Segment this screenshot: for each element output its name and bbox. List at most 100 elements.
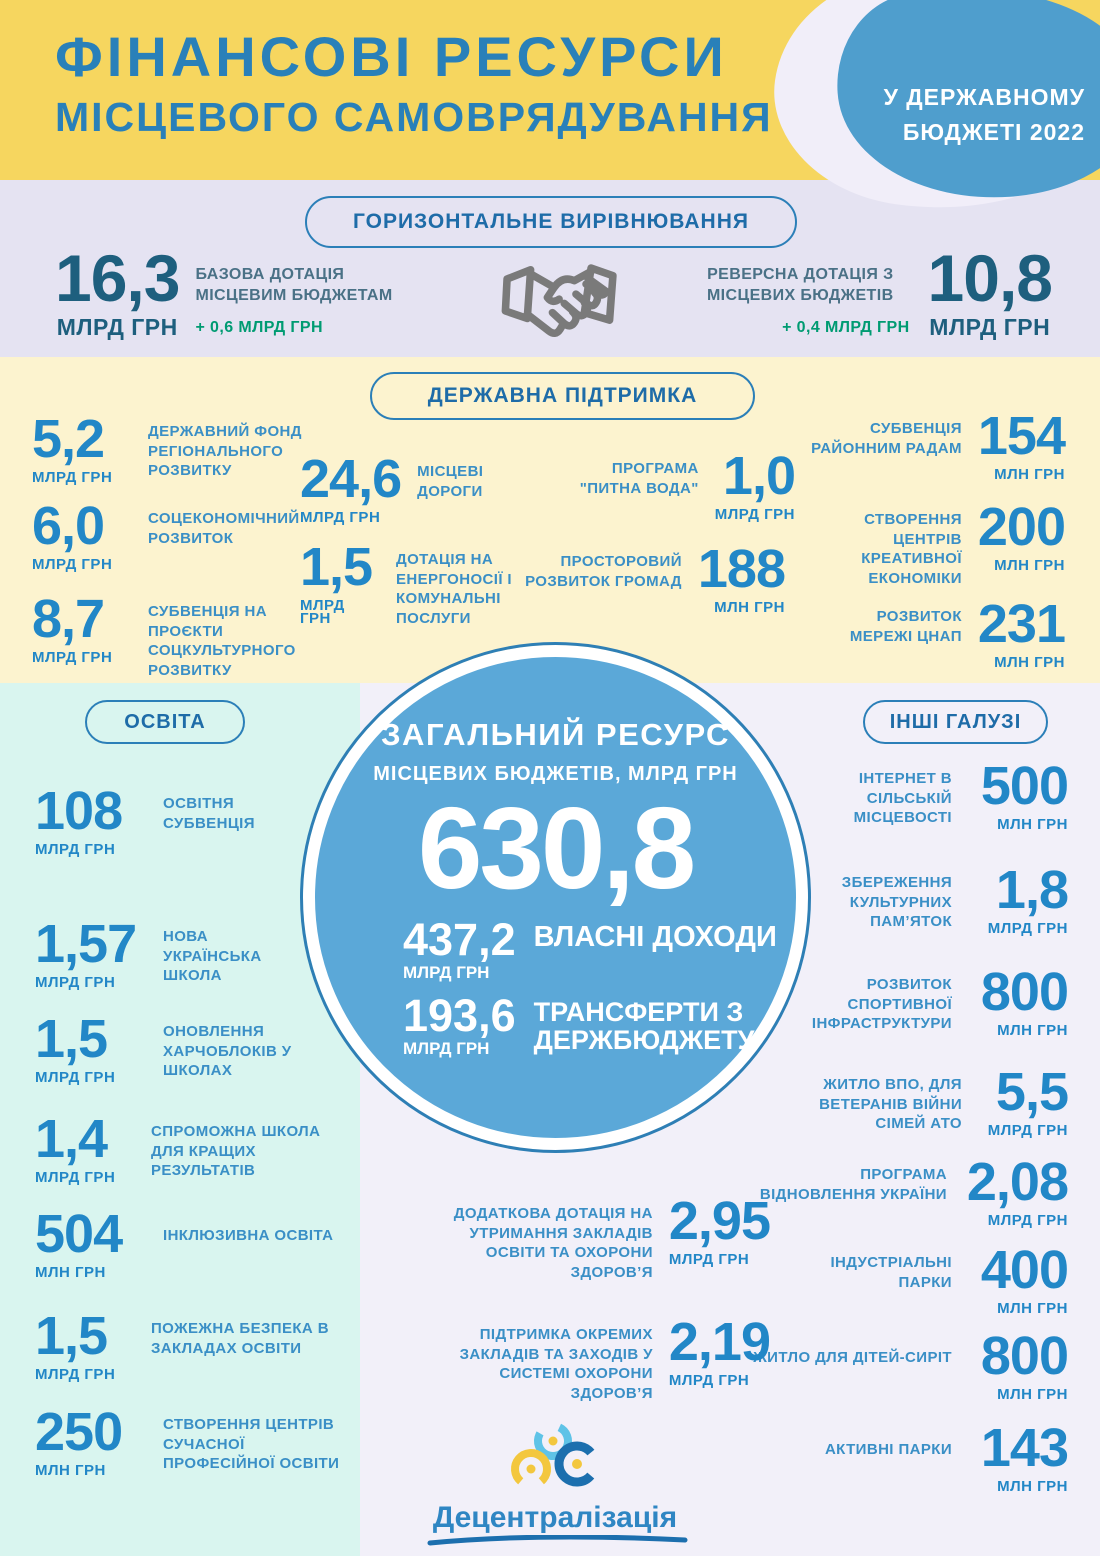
stat-value: 1,8 [995,860,1069,920]
base-grant-number: 16,3 МЛРД ГРН [55,245,180,340]
stat-unit: МЛРД ГРН [987,1121,1068,1139]
middle-stat-additional-grant: ДОДАТКОВА ДОТАЦІЯ НА УТРИМАННЯ ЗАКЛАДІВ … [390,1194,771,1282]
stat-unit: МЛН ГРН [714,598,785,616]
part-label: ТРАНСФЕРТИ З ДЕРЖБЮДЖЕТУ [533,997,755,1056]
header-band: ФІНАНСОВІ РЕСУРСИ МІСЦЕВОГО САМОВРЯДУВАН… [0,0,1100,233]
other-section-title: ІНШІ ГАЛУЗІ [863,700,1048,744]
part-value: 193,6 [403,990,516,1042]
stat-label: АКТИВНІ ПАРКИ [824,1441,952,1458]
stat-label: ЖИТЛО ДЛЯ ДІТЕЙ-СИРІТ [753,1349,952,1366]
base-grant-unit: МЛРД ГРН [56,313,178,340]
other-stat-orphans-housing: ЖИТЛО ДЛЯ ДІТЕЙ-СИРІТ 800 МЛН ГРН [738,1326,1069,1403]
stat-unit: МЛРД ГРН [35,973,116,991]
stat-label: НОВА УКРАЇНСЬКА ШКОЛА [163,928,262,984]
stat-unit: МЛН ГРН [994,465,1065,483]
stat-value: 108 [35,781,123,841]
year-badge-line2: БЮДЖЕТІ 2022 [902,118,1085,145]
support-section-title: ДЕРЖАВНА ПІДТРИМКА [370,372,755,420]
stat-unit: МЛН ГРН [997,815,1068,833]
stat-label: ЗБЕРЕЖЕННЯ КУЛЬТУРНИХ ПАМ’ЯТОК [841,874,952,930]
base-grant-delta: + 0,6 МЛРД ГРН [195,318,323,336]
education-section-title: ОСВІТА [85,700,245,744]
stat-unit: МЛН ГРН [997,1477,1068,1495]
stat-value: 1,57 [35,914,137,974]
support-stat-regional-fund: 5,2 МЛРД ГРН ДЕРЖАВНИЙ ФОНД РЕГІОНАЛЬНОГО… [32,409,323,486]
stat-label: СПРОМОЖНА ШКОЛА ДЛЯ КРАЩИХ РЕЗУЛЬТАТІВ [151,1123,321,1179]
decentralization-logo-icon [405,1420,705,1501]
education-stat-vocational: 250 МЛН ГРН СТВОРЕННЯ ЦЕНТРІВ СУЧАСНОЇ ПР… [35,1405,353,1479]
reverse-grant-label: РЕВЕРСНА ДОТАЦІЯ З МІСЦЕВИХ БЮДЖЕТІВ [706,266,894,304]
stat-unit: МЛРД ГРН [668,1371,750,1389]
education-stat-fire-safety: 1,5 МЛРД ГРН ПОЖЕЖНА БЕЗПЕКА В ЗАКЛАДАХ О… [35,1309,331,1381]
stat-value: 6,0 [32,496,105,556]
circle-subtitle: МІСЦЕВИХ БЮДЖЕТІВ, МЛРД ГРН [373,763,738,785]
base-grant-stat: 16,3 МЛРД ГРН БАЗОВА ДОТАЦІЯ МІСЦЕВИМ БЮ… [55,245,395,340]
education-stat-nus: 1,57 МЛРД ГРН НОВА УКРАЇНСЬКА ШКОЛА [35,914,283,991]
stat-unit: МЛРД ГРН [714,505,795,523]
stat-value: 5,2 [32,409,105,469]
stat-label: МІСЦЕВІ ДОРОГИ [417,463,484,500]
other-stat-active-parks: АКТИВНІ ПАРКИ 143 МЛН ГРН [748,1418,1069,1495]
stat-unit: МЛРД ГРН [32,555,113,573]
support-stat-socioeconomic: 6,0 МЛРД ГРН СОЦЕКОНОМІЧНИЙ РОЗВИТОК [32,496,333,573]
other-stat-housing-veterans: ЖИТЛО ВПО, ДЛЯ ВЕТЕРАНІВ ВІЙНИ СІМЕЙ АТО… [748,1065,1069,1139]
transfers-part: 193,6 МЛРД ГРН ТРАНСФЕРТИ З ДЕРЖБЮДЖЕТУ [403,990,796,1056]
middle-stat-health-support: ПІДТРИМКА ОКРЕМИХ ЗАКЛАДІВ ТА ЗАХОДІВ У … [390,1312,771,1403]
reverse-grant-delta: + 0,4 МЛРД ГРН [782,318,910,336]
support-stat-water: ПРОГРАМА "ПИТНА ВОДА" 1,0 МЛРД ГРН [575,446,796,523]
stat-unit: МЛРД ГРН [300,508,381,526]
page-title-line1: ФІНАНСОВІ РЕСУРСИ [55,25,728,88]
stat-value: 2,19 [668,1312,771,1372]
stat-unit: МЛРД ГРН [300,596,345,628]
logo-text: Децентралізація [432,1501,678,1534]
handshake-icon [497,252,623,348]
other-stat-sport: РОЗВИТОК СПОРТИВНОЇ ІНФРАСТРУКТУРИ 800 МЛ… [748,965,1069,1037]
stat-unit: МЛН ГРН [35,1461,106,1479]
stat-label: ДОДАТКОВА ДОТАЦІЯ НА УТРИМАННЯ ЗАКЛАДІВ … [453,1205,653,1281]
stat-value: 800 [980,1326,1069,1386]
stat-unit: МЛРД ГРН [35,1168,116,1186]
education-stat-inclusive: 504 МЛН ГРН ІНКЛЮЗИВНА ОСВІТА [35,1204,343,1281]
support-stat-sociocultural: 8,7 МЛРД ГРН СУБВЕНЦІЯ НА ПРОЄКТИ СОЦКУЛЬ… [32,592,318,680]
support-stat-cnap: РОЗВИТОК МЕРЕЖІ ЦНАП 231 МЛН ГРН [775,597,1066,669]
stat-label: ПРОСТОРОВИЙ РОЗВИТОК ГРОМАД [525,553,682,590]
stat-value: 500 [980,756,1069,816]
stat-label: ІНКЛЮЗИВНА ОСВІТА [163,1227,334,1244]
stat-unit: МЛРД ГРН [668,1250,750,1268]
logo-swoosh-underline [405,1534,705,1554]
stat-unit: МЛРД ГРН [32,468,113,486]
stat-label: ПРОГРАМА "ПИТНА ВОДА" [579,460,699,497]
circle-total-value: 630,8 [417,783,696,913]
stat-label: ІНТЕРНЕТ В СІЛЬСЬКІЙ МІСЦЕВОСТІ [853,770,952,826]
stat-value: 200 [977,497,1066,557]
total-resource-circle: ЗАГАЛЬНИЙ РЕСУРС МІСЦЕВИХ БЮДЖЕТІВ, МЛРД… [300,642,811,1153]
stat-value: 1,0 [722,446,796,506]
other-stat-industrial-parks: ІНДУСТРІАЛЬНІ ПАРКИ 400 МЛН ГРН [748,1243,1069,1315]
part-label: ВЛАСНІ ДОХОДИ [533,921,777,953]
page-title-line2: МІСЦЕВОГО САМОВРЯДУВАННЯ [55,94,773,140]
reverse-grant-stat: РЕВЕРСНА ДОТАЦІЯ З МІСЦЕВИХ БЮДЖЕТІВ + 0… [669,245,1053,340]
stat-unit: МЛРД ГРН [32,648,113,666]
stat-label: ОСВІТНЯ СУБВЕНЦІЯ [163,795,255,832]
stat-label: СОЦЕКОНОМІЧНИЙ РОЗВИТОК [148,510,300,547]
year-badge: У ДЕРЖАВНОМУ БЮДЖЕТІ 2022 [860,80,1085,149]
part-value: 437,2 [403,914,516,965]
other-stat-recovery-program: ПРОГРАМА ВІДНОВЛЕННЯ УКРАЇНИ 2,08 МЛРД ГР… [738,1155,1069,1229]
decentralization-logo: Децентралізація [405,1420,705,1554]
stat-value: 154 [977,406,1066,466]
reverse-grant-number: 10,8 МЛРД ГРН [928,245,1053,340]
stat-value: 143 [980,1418,1069,1478]
stat-unit: МЛРД ГРН [987,1211,1068,1229]
stat-unit: МЛН ГРН [35,1263,106,1281]
stat-label: ОНОВЛЕННЯ ХАРЧОБЛОКІВ У ШКОЛАХ [163,1023,292,1079]
stat-unit: МЛН ГРН [997,1385,1068,1403]
stat-label: СУБВЕНЦІЯ НА ПРОЄКТИ СОЦКУЛЬТУРНОГО РОЗВ… [148,603,296,679]
stat-label: СТВОРЕННЯ ЦЕНТРІВ КРЕАТИВНОЇ ЕКОНОМІКИ [861,511,962,587]
year-badge-line1: У ДЕРЖАВНОМУ [883,84,1085,110]
stat-value: 504 [35,1204,123,1264]
base-grant-label: БАЗОВА ДОТАЦІЯ МІСЦЕВИМ БЮДЖЕТАМ [195,266,393,304]
stat-label: ІНДУСТРІАЛЬНІ ПАРКИ [830,1254,952,1291]
reverse-grant-unit: МЛРД ГРН [929,313,1051,340]
education-section [0,683,360,1556]
